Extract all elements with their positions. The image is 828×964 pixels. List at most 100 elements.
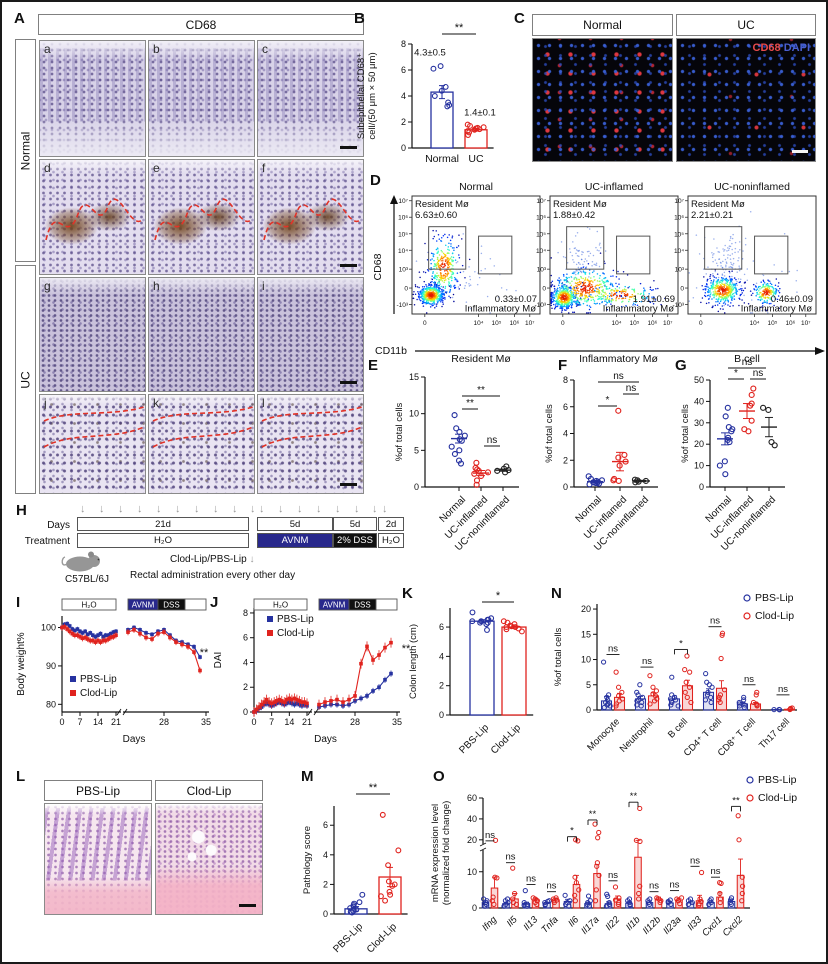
- data-point: [728, 428, 735, 435]
- dashed-annotation: [43, 406, 145, 448]
- svg-text:14: 14: [284, 717, 294, 727]
- dashed-annotation: [45, 198, 143, 241]
- data-point: [430, 65, 437, 72]
- panel-h-schematic: ↓ ↓ ↓ ↓ ↓ ↓ ↓ ↓ ↓ ↓ ↓ ↓ ↓ ↓ ↓ ↓ ↓ ↓ Days Treatment 21d H₂O 5d A…: [12, 502, 412, 594]
- data-point: [592, 898, 599, 904]
- category-label: Il12b: [641, 914, 663, 936]
- treatment-box: H₂O: [77, 533, 249, 548]
- data-point: [473, 481, 480, 488]
- data-point: [469, 609, 476, 616]
- data-point: [510, 865, 516, 871]
- data-point: [741, 694, 747, 700]
- svg-text:10⁷: 10⁷: [801, 320, 811, 327]
- svg-text:5: 5: [586, 680, 591, 690]
- svg-text:6: 6: [563, 402, 568, 412]
- data-point: [717, 699, 723, 706]
- y-axis-label: (normalized fold change): [441, 801, 452, 906]
- data-point: [754, 703, 760, 709]
- svg-text:10⁵: 10⁵: [492, 320, 502, 327]
- data-point: [356, 899, 363, 906]
- category-label: Tnfa: [539, 914, 560, 935]
- panel-h-label: H: [16, 502, 27, 519]
- panel-a-group-normal: Normal: [15, 39, 36, 262]
- chart-title: Inflammatory Mø: [579, 353, 658, 365]
- svg-text:0: 0: [414, 482, 419, 492]
- svg-text:20: 20: [694, 439, 704, 449]
- significance: ns: [487, 435, 498, 446]
- svg-text:10: 10: [694, 461, 704, 471]
- significance: ns: [505, 852, 515, 863]
- data-point: [431, 93, 438, 99]
- dapi-stain-label: DAPI: [783, 42, 810, 54]
- svg-text:10⁴: 10⁴: [674, 248, 684, 255]
- significance: **: [732, 795, 740, 806]
- data-point: [451, 450, 459, 458]
- data-point: [684, 653, 690, 659]
- data-point: [637, 883, 643, 889]
- svg-text:4: 4: [439, 651, 444, 661]
- panel-j-label: J: [210, 594, 219, 611]
- significance: **: [477, 385, 485, 396]
- data-point: [718, 655, 724, 662]
- svg-text:6: 6: [323, 820, 328, 830]
- svg-text:90: 90: [46, 661, 56, 671]
- panel-c-label: C: [514, 10, 525, 27]
- legend-item: Clod-Lip: [758, 792, 797, 804]
- chart-title: B cell: [734, 353, 760, 365]
- data-point: [572, 874, 578, 880]
- data-point: [657, 899, 663, 906]
- data-point: [717, 899, 723, 906]
- svg-text:7: 7: [269, 717, 274, 727]
- data-point: [471, 126, 478, 133]
- data-point: [716, 694, 722, 700]
- significance: ns: [608, 870, 618, 881]
- significance: ns: [642, 656, 652, 667]
- days-row-label: Days: [47, 520, 70, 531]
- data-point: [612, 897, 619, 903]
- data-point: [683, 679, 689, 685]
- significance: ns: [669, 880, 679, 891]
- data-point: [501, 903, 507, 909]
- sub-image-letter: d: [44, 161, 51, 175]
- significance: ns: [710, 866, 720, 877]
- injection-arrow-icon: ↓: [232, 503, 238, 515]
- panel-b-label: B: [354, 10, 365, 27]
- panel-l-image-pbs: [44, 803, 152, 915]
- significance: **: [402, 643, 411, 655]
- data-point: [728, 901, 734, 907]
- data-point: [675, 898, 681, 904]
- data-point: [594, 863, 600, 869]
- data-point: [494, 467, 501, 474]
- svg-text:10⁷: 10⁷: [674, 198, 684, 205]
- data-point: [685, 901, 692, 907]
- svg-text:50: 50: [694, 375, 704, 385]
- svg-text:10⁷: 10⁷: [525, 320, 535, 327]
- data-point: [386, 888, 393, 895]
- data-point: [753, 692, 759, 698]
- data-point: [613, 669, 619, 675]
- panel-a-image-a: a: [39, 40, 146, 157]
- data-point: [461, 432, 468, 439]
- panel-l-header-clod: Clod-Lip: [155, 780, 263, 801]
- data-point: [467, 122, 473, 129]
- data-point: [615, 684, 622, 690]
- data-point: [613, 703, 619, 709]
- scale-bar: [340, 146, 357, 149]
- data-point: [719, 632, 725, 638]
- category-label: Il6: [566, 914, 581, 929]
- panel-a-image-i: i: [257, 277, 364, 392]
- svg-text:2: 2: [563, 455, 568, 465]
- significance: ns: [710, 616, 720, 627]
- data-point: [687, 669, 693, 675]
- svg-text:DSS: DSS: [354, 601, 370, 610]
- inflammatory-label: Inflammatory Mø: [465, 304, 536, 315]
- panel-i-label: I: [16, 594, 21, 611]
- injection-arrow-icon: ↓: [316, 503, 322, 515]
- injection-arrow-icon: ↓: [213, 503, 219, 515]
- bar: [469, 620, 495, 716]
- category-label: Cxcl1: [700, 914, 725, 939]
- category-label: Il13: [522, 914, 541, 933]
- svg-text:4: 4: [323, 850, 328, 860]
- data-point: [704, 692, 711, 698]
